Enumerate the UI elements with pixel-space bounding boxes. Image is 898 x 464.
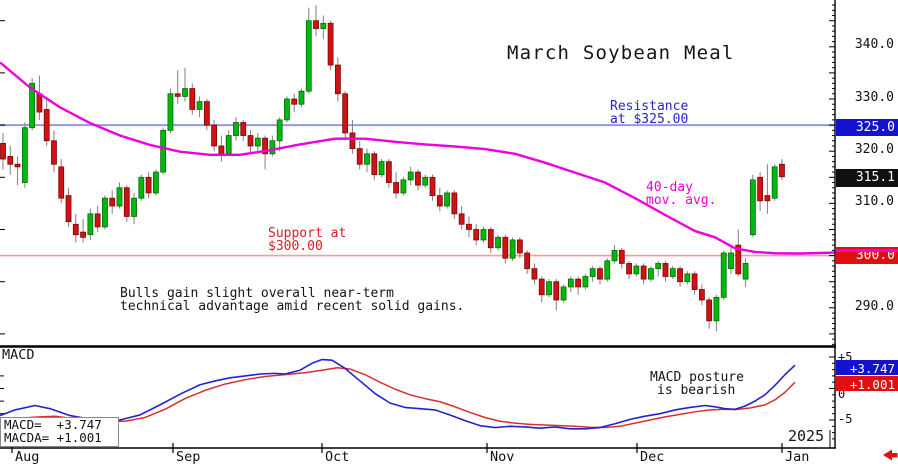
month-label-aug: Aug (15, 449, 40, 464)
ma-line-over-badge (836, 249, 898, 252)
resistance-annotation-line1: Resistance (610, 99, 689, 114)
macd-posture-line1: MACD posture (650, 370, 744, 385)
axis-ticks (0, 4, 835, 453)
macd-lines (0, 358, 796, 430)
scroll-left-arrow-icon[interactable] (883, 449, 898, 461)
resistance-annotation-line2: at $325.00 (610, 112, 689, 127)
panel-frame (0, 0, 836, 449)
macd-panel-label: MACD (2, 347, 35, 363)
month-label-nov: Nov (490, 449, 515, 464)
month-label-dec: Dec (640, 449, 665, 464)
candles-layer (0, 5, 785, 332)
macd-readout-line2: MACDA= +1.001 (4, 430, 102, 446)
commentary-line2: technical advantage amid recent solid ga… (120, 299, 465, 314)
support-annotation-line1: Support at (268, 226, 347, 241)
month-label-jan: Jan (785, 449, 810, 464)
price-label-340: 340.0 (854, 37, 894, 52)
support-annotation-line2: $300.00 (268, 239, 323, 254)
price-label-330: 330.0 (854, 90, 894, 105)
macd-tick-zero: 0 (838, 387, 846, 401)
macd-readout-box: MACD= +3.747 MACDA= +1.001 (0, 417, 119, 447)
ma-annotation-line2: mov. avg. (646, 193, 717, 208)
resistance-price-badge: 325.0 (836, 119, 898, 136)
macd-signal-badge: +1.001 (836, 376, 898, 392)
month-label-oct: Oct (325, 449, 350, 464)
price-label-320: 320.0 (854, 142, 894, 157)
macd-readout-line1: MACD= +3.747 (4, 417, 102, 432)
macd-value-badge: +3.747 (836, 360, 898, 376)
price-label-290: 290.0 (854, 299, 894, 314)
moving-average-line (0, 61, 898, 255)
macd-posture-line2: is bearish (657, 383, 736, 398)
ma-annotation-line1: 40-day (646, 180, 693, 195)
year-label: 2025 (788, 427, 825, 445)
macd-tick-minus5: -5 (838, 412, 853, 426)
chart-title: March Soybean Meal (507, 42, 735, 64)
month-label-sep: Sep (176, 449, 201, 464)
level-lines (0, 124, 835, 257)
last-price-badge: 315.1 (836, 169, 898, 187)
commentary-line1: Bulls gain slight overall near-term (120, 286, 394, 301)
price-label-310: 310.0 (854, 194, 894, 209)
